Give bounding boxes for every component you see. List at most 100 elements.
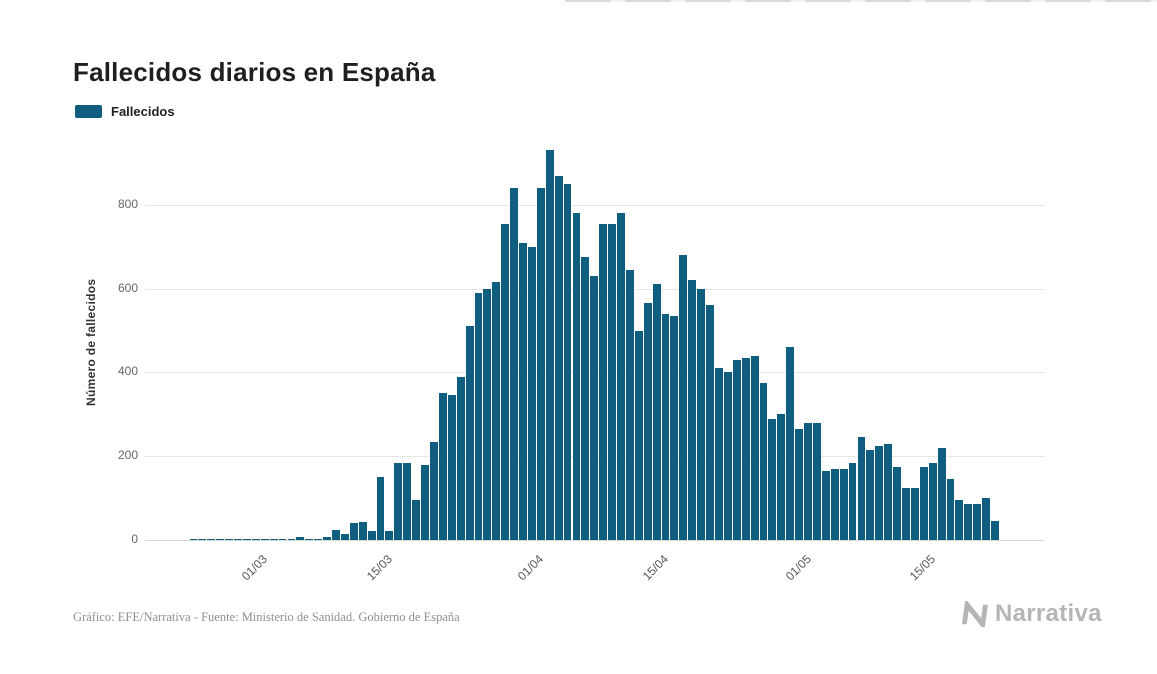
bar-13/04[interactable]	[643, 303, 652, 540]
bar-16/04[interactable]	[670, 316, 679, 540]
bar-28/03[interactable]	[501, 224, 510, 540]
bar-03/03[interactable]	[278, 539, 287, 540]
bar-14/05[interactable]	[919, 467, 928, 540]
bar-20/04[interactable]	[706, 305, 714, 540]
top-divider-line	[565, 0, 1157, 2]
bar-10/04[interactable]	[617, 213, 625, 540]
bar-24/03[interactable]	[465, 326, 474, 540]
bar-21/05[interactable]	[982, 498, 991, 540]
bar-24/02[interactable]	[207, 539, 216, 540]
bar-22/04[interactable]	[723, 372, 732, 540]
bar-11/05[interactable]	[893, 467, 902, 540]
x-tick-label-15-05: 15/05	[907, 552, 939, 584]
bar-22/05[interactable]	[991, 521, 999, 540]
bar-13/05[interactable]	[910, 488, 919, 540]
bar-09/04[interactable]	[608, 224, 617, 540]
bar-25/02[interactable]	[216, 539, 225, 540]
bar-08/05[interactable]	[866, 450, 875, 540]
bar-20/05[interactable]	[973, 504, 982, 540]
bar-28/02[interactable]	[242, 539, 251, 540]
bar-30/03[interactable]	[519, 243, 527, 540]
bar-26/02[interactable]	[225, 539, 234, 540]
bar-07/04[interactable]	[590, 276, 599, 540]
bar-05/03[interactable]	[296, 537, 305, 540]
bar-13/03[interactable]	[367, 531, 376, 540]
bar-30/04[interactable]	[795, 429, 804, 540]
bar-01/04[interactable]	[536, 188, 545, 540]
x-tick-label-01-04: 01/04	[515, 552, 547, 584]
bar-19/03[interactable]	[421, 465, 429, 540]
bar-24/04[interactable]	[741, 358, 750, 540]
bar-22/02[interactable]	[189, 539, 198, 540]
bar-09/03[interactable]	[332, 530, 340, 540]
bar-15/04[interactable]	[661, 314, 670, 540]
bar-08/03[interactable]	[323, 537, 332, 540]
bar-16/03[interactable]	[394, 463, 403, 540]
bar-27/04[interactable]	[768, 419, 777, 540]
bar-17/05[interactable]	[946, 479, 955, 540]
bar-01/03[interactable]	[260, 539, 269, 540]
bar-25/04[interactable]	[750, 356, 759, 540]
bar-27/03[interactable]	[492, 282, 501, 540]
bar-23/04[interactable]	[732, 360, 741, 540]
bar-15/05[interactable]	[928, 463, 937, 540]
bar-21/03[interactable]	[438, 393, 447, 540]
narrativa-logo[interactable]: Narrativa	[961, 600, 1102, 628]
bar-09/05[interactable]	[875, 446, 884, 540]
bar-11/04[interactable]	[625, 270, 634, 540]
bar-02/04[interactable]	[545, 150, 554, 540]
bar-17/04[interactable]	[679, 255, 688, 540]
chart-area: Número de fallecidos 0 200 400 600 800 01/03 1…	[84, 150, 1045, 583]
bar-04/04[interactable]	[563, 184, 572, 540]
y-tick-label-0: 0	[131, 532, 138, 546]
bar-19/05[interactable]	[964, 504, 973, 540]
bar-16/05[interactable]	[937, 448, 946, 540]
bar-06/04[interactable]	[581, 257, 590, 540]
bar-18/03[interactable]	[412, 500, 421, 540]
bar-28/04[interactable]	[777, 414, 786, 540]
bar-25/03[interactable]	[474, 293, 483, 540]
bar-15/03[interactable]	[385, 531, 394, 540]
bar-05/04[interactable]	[572, 213, 581, 540]
bar-17/03[interactable]	[403, 463, 412, 540]
bar-21/04[interactable]	[715, 368, 723, 540]
bar-31/03[interactable]	[527, 247, 536, 540]
bar-18/04[interactable]	[688, 280, 697, 540]
bar-23/03[interactable]	[456, 377, 465, 540]
bar-11/03[interactable]	[349, 523, 358, 540]
bar-29/04[interactable]	[786, 347, 795, 540]
bar-26/03[interactable]	[483, 289, 492, 540]
bar-29/02[interactable]	[251, 539, 260, 540]
bar-18/05[interactable]	[955, 500, 964, 540]
bar-14/04[interactable]	[652, 284, 661, 540]
bar-12/05[interactable]	[902, 488, 910, 540]
bar-12/04[interactable]	[634, 331, 643, 540]
bar-22/03[interactable]	[447, 395, 456, 540]
bar-08/04[interactable]	[599, 224, 608, 540]
bar-06/05[interactable]	[848, 463, 857, 540]
bar-01/05[interactable]	[804, 423, 812, 540]
bar-03/05[interactable]	[821, 471, 830, 540]
bar-04/05[interactable]	[830, 469, 839, 540]
bar-02/05[interactable]	[812, 423, 821, 540]
bar-05/05[interactable]	[839, 469, 848, 540]
bar-06/03[interactable]	[305, 539, 314, 540]
bar-03/04[interactable]	[554, 176, 563, 540]
bar-23/02[interactable]	[198, 539, 207, 540]
legend-item-fallecidos[interactable]: Fallecidos	[75, 104, 175, 119]
bar-12/03[interactable]	[358, 522, 367, 540]
bar-07/05[interactable]	[857, 437, 866, 540]
source-credit: Gráfico: EFE/Narrativa - Fuente: Ministe…	[73, 610, 460, 624]
bar-20/03[interactable]	[430, 442, 438, 540]
bar-19/04[interactable]	[697, 289, 706, 540]
bar-26/04[interactable]	[759, 383, 768, 540]
bar-04/03[interactable]	[287, 539, 296, 540]
bar-02/03[interactable]	[269, 539, 278, 540]
gridline-y-800	[145, 205, 1045, 206]
bar-27/02[interactable]	[234, 539, 242, 540]
bar-10/03[interactable]	[340, 534, 349, 540]
bar-10/05[interactable]	[884, 444, 893, 540]
bar-14/03[interactable]	[376, 477, 385, 540]
bar-29/03[interactable]	[510, 188, 519, 540]
bar-07/03[interactable]	[314, 539, 323, 540]
